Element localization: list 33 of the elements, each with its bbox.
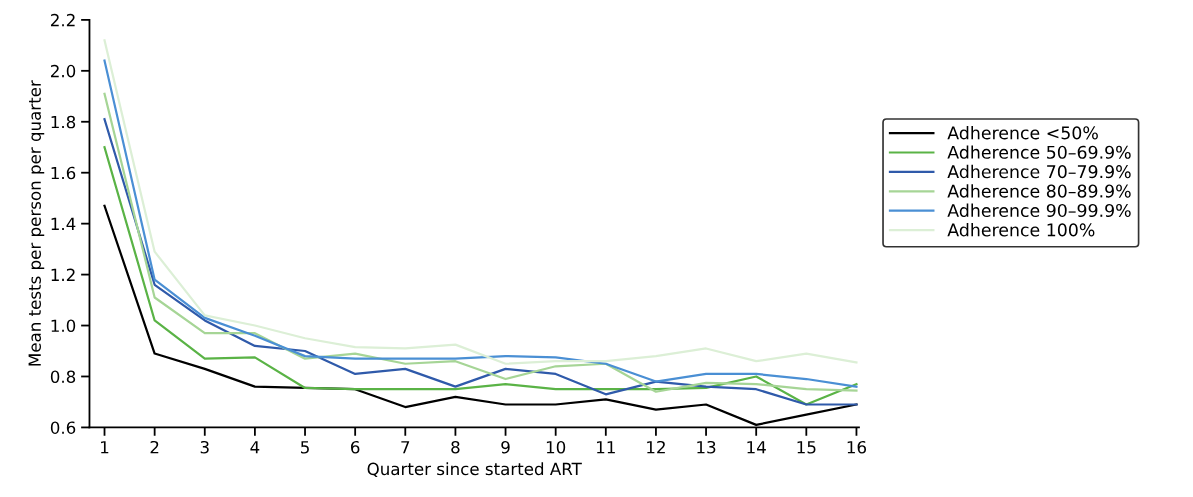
y-tick-label: 0.8 [50,370,76,384]
y-tick-label: 2.2 [51,13,75,27]
x-tick-label: 15 [797,441,816,454]
x-tick-label: 13 [697,440,716,454]
y-tick-label: 1.6 [51,166,76,180]
x-tick-label: 2 [150,440,159,454]
legend-label: Adherence 80–89.9% [947,184,1131,198]
y-tick-label: 1.8 [51,115,76,129]
x-tick-label: 3 [200,440,209,454]
y-tick-label: 1.2 [51,268,75,281]
x-tick-label: 10 [546,440,566,454]
y-tick-label: 0.6 [50,421,76,434]
x-tick-label: 7 [401,441,410,454]
y-tick-label: 1.0 [51,319,76,333]
x-tick-label: 5 [301,441,309,454]
x-tick-label: 4 [250,441,260,454]
x-tick-label: 8 [451,440,460,454]
legend-label: Adherence 50–69.9% [947,145,1131,159]
legend-label: Adherence 90–99.9% [947,203,1131,218]
legend-label: Adherence 100% [947,223,1095,237]
y-axis-title: Mean tests per person per quarter [28,80,45,366]
x-tick-label: 11 [597,441,615,454]
x-tick-label: 6 [351,440,360,454]
x-tick-label: 9 [501,440,510,454]
legend-label: Adherence 70–79.9% [947,164,1131,179]
y-tick-label: 1.4 [51,217,76,230]
y-tick-label: 2.0 [51,64,76,78]
x-tick-label: 12 [647,440,665,454]
x-tick-label: 14 [747,441,766,454]
x-axis-title: Quarter since started ART [367,462,582,478]
x-tick-label: 1 [101,441,109,454]
legend-label: Adherence <50% [947,125,1098,140]
x-tick-label: 16 [847,440,867,454]
